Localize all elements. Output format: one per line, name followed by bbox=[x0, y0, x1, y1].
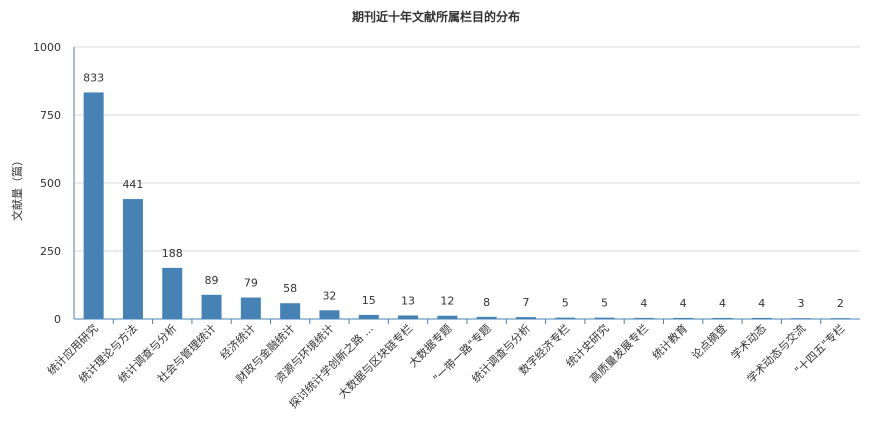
chart-title: 期刊近十年文献所属栏目的分布 bbox=[352, 9, 520, 24]
bar-10 bbox=[476, 316, 497, 319]
grid-lines bbox=[74, 46, 860, 252]
x-tick-label-16: 论点摘登 bbox=[689, 321, 730, 362]
y-tick-label-1: 250 bbox=[40, 245, 61, 258]
y-tick-label-3: 750 bbox=[40, 109, 61, 122]
y-axis-label: 文献量（篇） bbox=[10, 155, 24, 221]
bar-12 bbox=[555, 317, 576, 319]
data-label-16: 4 bbox=[719, 297, 726, 310]
data-label-8: 13 bbox=[401, 294, 415, 307]
y-axis-ticks: 0 250 500 750 1000 bbox=[33, 41, 61, 326]
bar-5 bbox=[280, 303, 301, 319]
data-label-14: 4 bbox=[640, 297, 647, 310]
data-label-17: 4 bbox=[758, 297, 765, 310]
bar-1 bbox=[122, 199, 143, 319]
bar-7 bbox=[358, 314, 379, 319]
x-tick-label-17: 学术动态 bbox=[728, 321, 769, 362]
data-label-4: 79 bbox=[244, 277, 258, 290]
bar-4 bbox=[240, 297, 261, 319]
data-label-3: 89 bbox=[205, 274, 219, 287]
data-label-12: 5 bbox=[562, 297, 569, 310]
bar-6 bbox=[319, 310, 340, 319]
bar-11 bbox=[515, 317, 536, 319]
data-label-9: 12 bbox=[440, 295, 454, 308]
data-label-13: 5 bbox=[601, 297, 608, 310]
data-label-18: 3 bbox=[798, 297, 805, 310]
bar-15 bbox=[673, 317, 694, 319]
bar-9 bbox=[437, 315, 458, 319]
bar-13 bbox=[594, 317, 615, 319]
bar-3 bbox=[201, 294, 222, 319]
x-axis-ticks: 统计应用研究统计理论与方法统计调查与分析社会与管理统计经济统计财政与金融统计资源… bbox=[44, 319, 847, 411]
bar-17 bbox=[751, 317, 772, 319]
data-label-15: 4 bbox=[680, 297, 687, 310]
data-label-11: 7 bbox=[522, 296, 529, 309]
data-label-5: 58 bbox=[283, 282, 297, 295]
y-tick-label-0: 0 bbox=[54, 313, 61, 326]
data-label-2: 188 bbox=[162, 247, 183, 260]
y-tick-label-2: 500 bbox=[40, 177, 61, 190]
bar-16 bbox=[712, 317, 733, 319]
x-tick-label-8: 大数据与区块链专栏 bbox=[335, 321, 415, 401]
data-label-10: 8 bbox=[483, 296, 490, 309]
data-label-7: 15 bbox=[362, 294, 376, 307]
data-label-19: 2 bbox=[837, 297, 844, 310]
bar-2 bbox=[162, 267, 183, 319]
y-tick-label-4: 1000 bbox=[33, 41, 61, 54]
data-label-0: 833 bbox=[83, 71, 104, 84]
bar-0 bbox=[83, 92, 104, 319]
bar-14 bbox=[633, 317, 654, 319]
x-tick-label-15: 统计教育 bbox=[649, 321, 690, 362]
data-label-1: 441 bbox=[122, 178, 143, 191]
data-label-6: 32 bbox=[322, 289, 336, 302]
bars bbox=[83, 92, 851, 319]
bar-8 bbox=[398, 315, 419, 319]
x-tick-label-4: 经济统计 bbox=[217, 321, 258, 362]
